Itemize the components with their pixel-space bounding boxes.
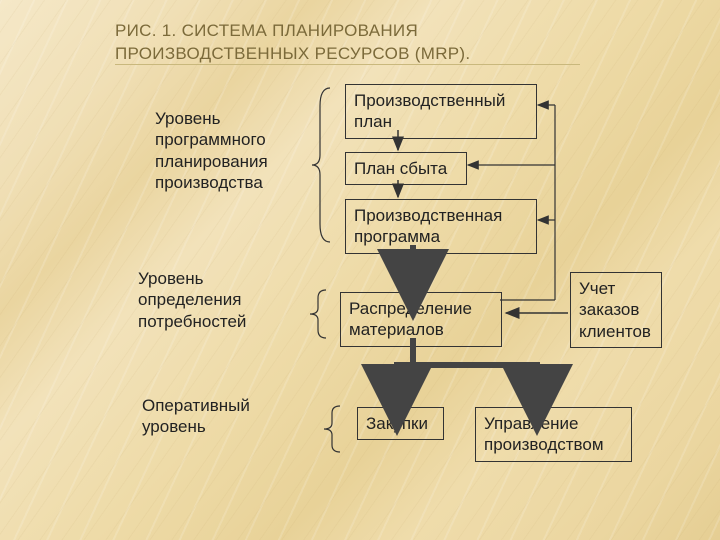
node-material-distribution: Распределение материалов [340, 292, 502, 347]
brace-level-2 [306, 288, 332, 340]
figure-title: РИС. 1. СИСТЕМА ПЛАНИРОВАНИЯ ПРОИЗВОДСТВ… [115, 20, 615, 66]
level-2-label: Уровень определения потребностей [138, 268, 278, 332]
node-customer-orders: Учет заказов клиентов [570, 272, 662, 348]
node-purchases: Закупки [357, 407, 444, 440]
node-sales-plan: План сбыта [345, 152, 467, 185]
level-1-label: Уровень программного планирования произв… [155, 108, 295, 193]
node-production-mgmt: Управление производством [475, 407, 632, 462]
brace-level-3 [320, 404, 346, 454]
brace-level-1 [310, 86, 336, 244]
title-underline [115, 64, 580, 65]
level-3-label: Оперативный уровень [142, 395, 282, 438]
node-production-plan: Производственный план [345, 84, 537, 139]
node-production-program: Производственная программа [345, 199, 537, 254]
